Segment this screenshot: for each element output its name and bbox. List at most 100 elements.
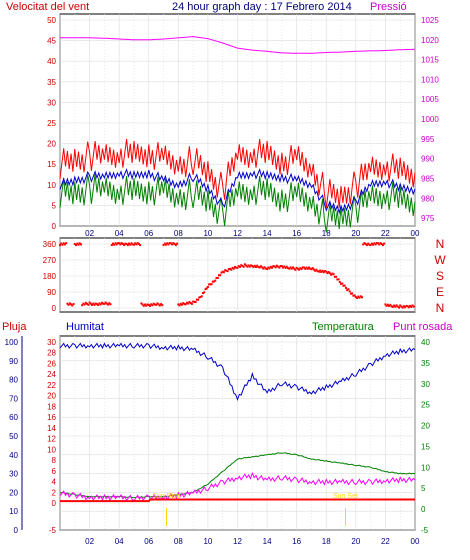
wind-direction-point — [227, 268, 230, 271]
wind-direction-point — [157, 303, 160, 306]
wind-direction-point — [267, 266, 270, 269]
wind-direction-point — [61, 243, 64, 246]
compass-label: W — [434, 253, 446, 267]
dew-point-line — [59, 471, 416, 502]
wind-direction-point — [406, 305, 409, 308]
wind-direction-point — [120, 242, 123, 245]
wind-direction-point — [84, 301, 87, 304]
wind-direction-point — [189, 302, 192, 304]
wind-direction-point — [287, 267, 289, 270]
panel-2-ytick: 0 — [52, 304, 57, 313]
wind-direction-point — [342, 284, 345, 287]
wind-direction-point — [116, 242, 119, 245]
wind-direction-point — [352, 294, 355, 297]
panel-3-ytick-right: 5 — [421, 484, 426, 493]
panel-1-xtick: 02 — [85, 229, 94, 238]
wind-direction-point — [239, 265, 241, 268]
wind-direction-point — [407, 306, 410, 309]
panel-2-ytick: 360 — [43, 240, 57, 249]
wind-direction-point — [176, 242, 179, 245]
wind-direction-point — [245, 264, 248, 267]
wind-direction-point — [315, 268, 318, 271]
wind-direction-point — [367, 242, 370, 245]
humidity-line — [59, 342, 416, 401]
wind-direction-point — [155, 303, 158, 306]
wind-direction-point — [183, 303, 186, 306]
wind-direction-point — [107, 303, 110, 306]
rain-line — [60, 498, 415, 503]
wind-direction-point — [140, 302, 143, 305]
wind-direction-point — [340, 282, 342, 285]
wind-direction-point — [229, 267, 232, 270]
wind-direction-point — [149, 304, 151, 307]
panel-1-ytick-right: 1000 — [421, 115, 439, 124]
panel-3-xtick: 12 — [233, 537, 242, 546]
wind-direction-point — [194, 301, 197, 303]
wind-direction-point — [87, 303, 90, 306]
panel-1-xtick: 00 — [411, 229, 420, 238]
wind-direction-point — [331, 272, 334, 275]
wind-direction-point — [179, 302, 182, 305]
wind-direction-point — [326, 272, 329, 275]
wind-direction-point — [357, 295, 360, 298]
panel-2-ytick: 180 — [43, 272, 57, 281]
wind-direction-point — [210, 283, 213, 286]
wind-direction-point — [277, 265, 280, 268]
wind-direction-point — [400, 305, 403, 308]
wind-direction-point — [402, 305, 405, 308]
wind-direction-point — [118, 242, 121, 245]
humidity-title: Humitat — [66, 321, 104, 333]
wind-direction-point — [262, 267, 265, 270]
panel-3-xtick: 20 — [351, 537, 360, 546]
wind-direction-point — [246, 265, 249, 268]
wind-direction-point — [345, 286, 347, 289]
wind-direction-point — [131, 243, 134, 246]
wind-direction-point — [335, 275, 338, 278]
wind-direction-point — [312, 268, 315, 271]
wind-direction-point — [162, 244, 165, 247]
wind-direction-point — [96, 303, 98, 306]
wind-direction-point — [394, 305, 397, 308]
wind-direction-point — [177, 303, 180, 306]
panel-3-xtick: 22 — [381, 537, 390, 546]
wind-direction-point — [182, 302, 185, 305]
panel-3-xtick: 18 — [322, 537, 331, 546]
wind-direction-point — [121, 243, 124, 245]
panel-3-ytick-right: -5 — [421, 526, 429, 535]
wind-direction-point — [150, 303, 153, 306]
panel-1-ytick-right: 1015 — [421, 56, 439, 65]
panel-1-xtick: 06 — [144, 229, 153, 238]
wind-direction-point — [384, 303, 387, 306]
wind-direction-point — [305, 266, 308, 269]
wind-direction-point — [259, 265, 262, 268]
panel-3-xtick: 14 — [263, 537, 272, 546]
wind-direction-point — [247, 264, 250, 267]
wind-direction-point — [192, 300, 195, 303]
panel-3-ytick-right: 0 — [421, 505, 426, 514]
wind-direction-point — [136, 242, 139, 245]
panel-3-xtick: 06 — [144, 537, 153, 546]
wind-direction-point — [283, 265, 286, 268]
wind-direction-point — [378, 243, 381, 246]
wind-direction-point — [190, 302, 193, 305]
wind-direction-point — [248, 265, 251, 268]
wind-direction-point — [404, 306, 407, 309]
wind-direction-point — [343, 284, 346, 287]
wind-direction-point — [215, 277, 218, 279]
wind-direction-point — [166, 242, 169, 245]
panel-1-ytick-left: 35 — [47, 78, 56, 87]
panel-3-xtick: 16 — [292, 537, 301, 546]
wind-direction-point — [272, 265, 275, 268]
wind-direction-point — [393, 304, 395, 307]
wind-direction-point — [72, 303, 75, 306]
wind-direction-point — [253, 264, 256, 267]
wind-direction-point — [347, 288, 350, 291]
wind-direction-point — [82, 302, 85, 305]
wind-direction-point — [311, 267, 314, 270]
wind-direction-point — [356, 297, 359, 299]
panel-3-xtick: 04 — [115, 537, 124, 546]
panel-3-xtick: 00 — [411, 537, 420, 546]
page-title: 24 hour graph day : 17 Febrero 2014 — [172, 1, 352, 13]
panel-3-ytick-left: 100 — [5, 338, 19, 347]
wind-direction-point — [125, 243, 128, 245]
